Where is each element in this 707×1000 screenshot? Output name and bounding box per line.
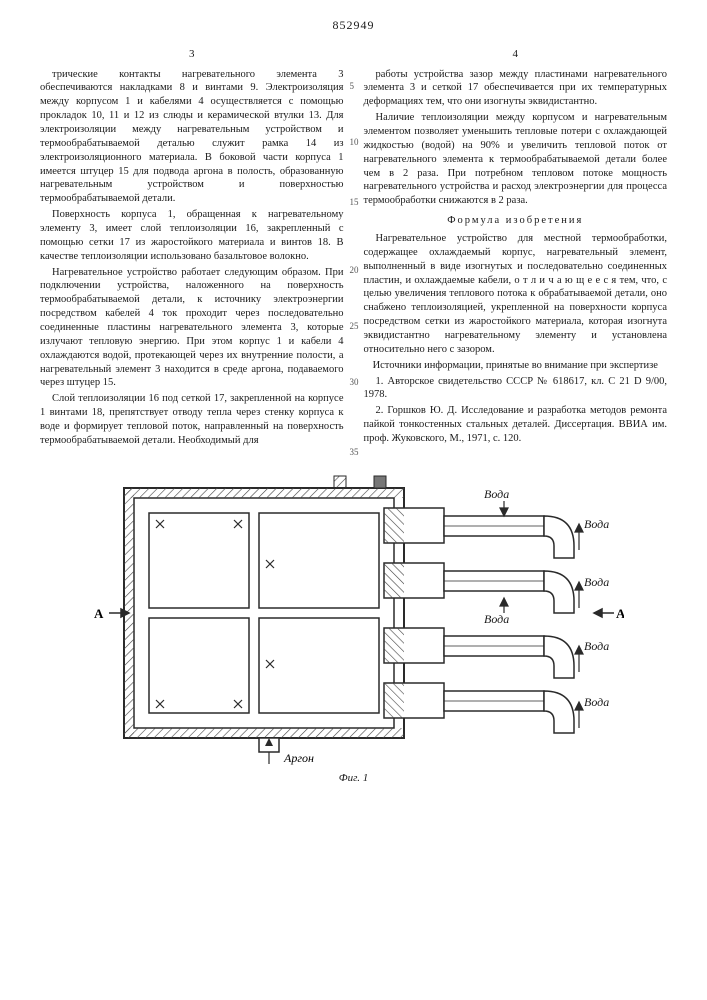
right-p5: 2. Горшков Ю. Д. Исследование и разработ… xyxy=(364,404,668,446)
page-num-left: 3 xyxy=(40,47,344,62)
doc-number: 852949 xyxy=(40,18,667,33)
left-p1: трические контакты нагревательного элеме… xyxy=(40,68,344,207)
ln-10: 10 xyxy=(350,137,359,149)
ln-5: 5 xyxy=(350,81,355,93)
ln-20: 20 xyxy=(350,265,359,277)
figure-svg: Вода Вода Вода Вода Вода Вода A xyxy=(84,468,624,768)
right-p2: Наличие теплоизоляции между корпусом и н… xyxy=(364,111,668,208)
label-voda-1: Вода xyxy=(484,487,509,501)
label-voda-5: Вода xyxy=(584,639,609,653)
left-column: 3 трические контакты нагревательного эле… xyxy=(40,47,344,450)
ln-35: 35 xyxy=(350,447,359,459)
right-p3: Нагревательное устройство для местной те… xyxy=(364,232,668,357)
label-voda-3: Вода xyxy=(584,575,609,589)
cables-group xyxy=(384,508,574,733)
formula-title: Формула изобретения xyxy=(364,214,668,228)
sources-title: Источники информации, принятые во вниман… xyxy=(364,359,668,373)
page-num-right: 4 xyxy=(364,47,668,62)
label-voda-4: Вода xyxy=(484,612,509,626)
label-argon: Аргон xyxy=(283,751,314,765)
label-a-right: A xyxy=(616,606,624,621)
label-voda-2: Вода xyxy=(584,517,609,531)
left-p2: Поверхность корпуса 1, обращенная к нагр… xyxy=(40,208,344,263)
figure-caption: Фиг. 1 xyxy=(40,772,667,784)
figure-1: Вода Вода Вода Вода Вода Вода A xyxy=(40,468,667,784)
right-column: 5 10 15 20 25 30 35 4 работы устройства … xyxy=(364,47,668,450)
ln-15: 15 xyxy=(350,197,359,209)
left-p4: Слой теплоизоляции 16 под сеткой 17, зак… xyxy=(40,392,344,447)
label-voda-6: Вода xyxy=(584,695,609,709)
label-a-left: A xyxy=(94,606,104,621)
ln-25: 25 xyxy=(350,321,359,333)
right-p1: работы устройства зазор между пластинами… xyxy=(364,68,668,110)
left-p3: Нагревательное устройство работает следу… xyxy=(40,266,344,391)
text-columns: 3 трические контакты нагревательного эле… xyxy=(40,47,667,450)
ln-30: 30 xyxy=(350,377,359,389)
right-p4: 1. Авторское свидетельство СССР № 618617… xyxy=(364,375,668,403)
